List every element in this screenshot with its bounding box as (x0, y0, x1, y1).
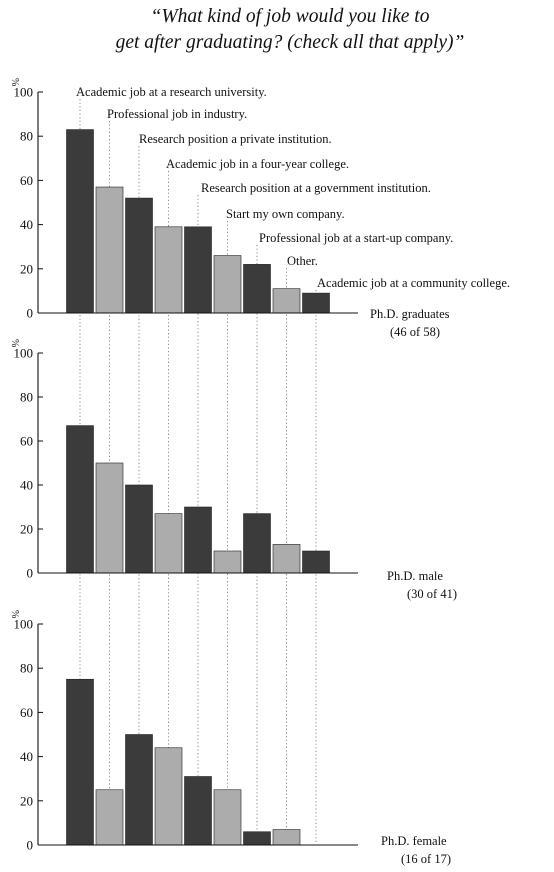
bar (213, 550, 242, 574)
bar (243, 264, 271, 314)
bar (184, 506, 212, 574)
bar (125, 734, 153, 846)
bar (302, 292, 330, 314)
category-label: Research position at a government instit… (201, 181, 431, 195)
y-tick-label: 0 (27, 566, 34, 581)
plot-area: 0 20 40 60 80 100% Ph.D. graduates (46 of 58) 0 2… (9, 78, 510, 866)
y-tick-label: 60 (20, 434, 33, 449)
y-axis-unit: % (9, 78, 20, 86)
bar (154, 513, 183, 574)
category-label: Professional job in industry. (107, 107, 247, 121)
y-tick-label: 80 (20, 661, 33, 676)
y-tick-label: 40 (20, 749, 33, 764)
bar (243, 831, 271, 846)
chart-title-line-1: “What kind of job would you like to (151, 6, 430, 27)
bar (272, 829, 301, 846)
category-label: Academic job in a four-year college. (166, 157, 349, 171)
bar (213, 789, 242, 846)
y-tick-label: 60 (20, 173, 33, 188)
category-label: Research position a private institution. (139, 132, 332, 146)
y-tick-label: 20 (20, 522, 33, 537)
bar (154, 747, 183, 846)
y-axis-unit: % (9, 339, 20, 347)
bar (66, 129, 94, 314)
category-label: Professional job at a start-up company. (259, 231, 453, 245)
bar (184, 226, 212, 314)
bar (302, 550, 330, 574)
panel-label: (16 of 17) (401, 852, 451, 866)
y-tick-label: 100 (14, 85, 34, 100)
bar (243, 513, 271, 574)
category-label: Other. (287, 254, 318, 268)
bar (272, 288, 301, 314)
y-tick-label: 60 (20, 705, 33, 720)
bar (272, 544, 301, 574)
bar (184, 776, 212, 846)
y-tick-label: 100 (14, 346, 34, 361)
bar (95, 186, 124, 314)
y-tick-label: 20 (20, 793, 33, 808)
bar (66, 425, 94, 574)
panel-label: (30 of 41) (407, 587, 457, 601)
panel-label: Ph.D. male (387, 569, 443, 583)
y-tick-label: 20 (20, 261, 33, 276)
bar (95, 789, 124, 846)
panel-label: (46 of 58) (390, 325, 440, 339)
bar (213, 255, 242, 314)
category-label: Academic job at a community college. (317, 276, 510, 290)
y-tick-label: 80 (20, 129, 33, 144)
bar (66, 678, 94, 846)
y-tick-label: 80 (20, 390, 33, 405)
category-label: Start my own company. (226, 207, 345, 221)
y-tick-label: 40 (20, 217, 33, 232)
panel-label: Ph.D. female (381, 834, 447, 848)
panel-3: 0 20 40 60 80 100% Ph.D. female (16 of 17) (9, 610, 451, 866)
y-tick-label: 0 (27, 306, 34, 321)
bar (95, 462, 124, 574)
bar (125, 484, 153, 574)
y-tick-label: 40 (20, 478, 33, 493)
y-tick-label: 0 (27, 838, 34, 853)
bar (154, 226, 183, 314)
panel-label: Ph.D. graduates (370, 307, 450, 321)
chart-title-line-2: get after graduating? (check all that ap… (116, 32, 465, 53)
y-tick-label: 100 (14, 617, 34, 632)
bar (125, 197, 153, 314)
category-label: Academic job at a research university. (76, 85, 267, 99)
panel-2: 0 20 40 60 80 100% Ph.D. male (30 of 41) (9, 339, 457, 601)
y-axis-unit: % (9, 610, 20, 618)
panel-1: 0 20 40 60 80 100% Ph.D. graduates (46 of 58) (9, 78, 450, 339)
